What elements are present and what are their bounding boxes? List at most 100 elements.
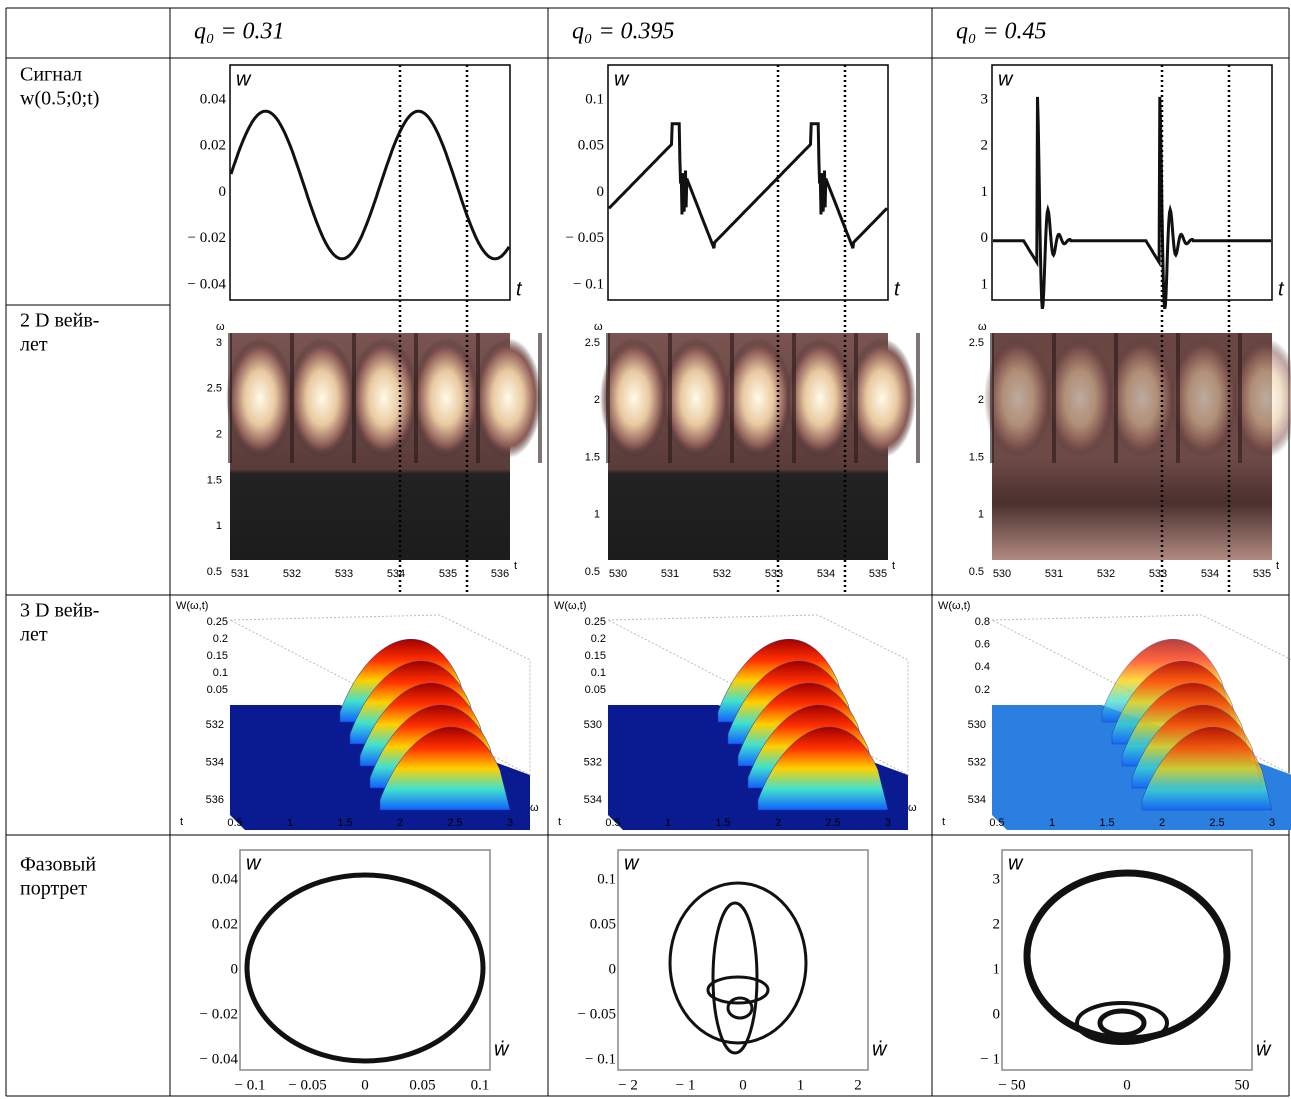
x-tick-label: 2.5	[447, 817, 462, 829]
axis-label: t	[558, 816, 561, 828]
x-tick-label: 531	[661, 568, 679, 580]
y-tick-label: 3	[981, 91, 989, 107]
axis-label: t	[892, 560, 895, 572]
y-tick-label: 1	[981, 276, 989, 292]
wavelet-blob	[1108, 338, 1176, 458]
y-tick-label: 0	[231, 961, 239, 977]
y-tick-label: 0.02	[200, 138, 226, 154]
axis-label: w	[1008, 852, 1024, 874]
x-tick-label: 2	[397, 817, 403, 829]
y-tick-label: 530	[968, 719, 986, 731]
y-tick-label: 1	[978, 509, 984, 521]
row-label: лет	[20, 624, 48, 646]
y-tick-label: 1.5	[207, 474, 222, 486]
y-tick-label: 0	[219, 184, 227, 200]
y-tick-label: 2	[981, 138, 989, 154]
x-tick-label: 2.5	[825, 817, 840, 829]
column-header: q₀ = 0.395	[572, 19, 675, 45]
axis-label: ω	[908, 802, 917, 814]
axis-label: t	[942, 816, 945, 828]
y-tick-label: 0.8	[975, 616, 990, 628]
row-label: w(0.5;0;t)	[20, 88, 99, 110]
x-tick-label: 2	[1159, 817, 1165, 829]
x-tick-label: 532	[713, 568, 731, 580]
row-label: Фазовый	[20, 854, 96, 876]
row-label: 2 D вейв-	[20, 310, 99, 332]
x-tick-label: 3	[1269, 817, 1275, 829]
x-tick-label: 3	[885, 817, 891, 829]
phase-plot-frame	[240, 850, 490, 1070]
x-tick-label: − 0.1	[235, 1077, 266, 1093]
y-tick-label: 1.5	[969, 451, 984, 463]
y-tick-label: 532	[584, 756, 602, 768]
y-tick-label: 530	[584, 719, 602, 731]
x-tick-label: 536	[491, 568, 509, 580]
x-tick-label: 531	[1045, 568, 1063, 580]
x-tick-label: 1.5	[337, 817, 352, 829]
y-tick-label: 534	[584, 794, 602, 806]
y-tick-label: 2	[978, 394, 984, 406]
y-tick-label: 532	[968, 756, 986, 768]
column-header: q₀ = 0.31	[194, 19, 285, 45]
y-tick-label: 2.5	[969, 337, 984, 349]
x-tick-label: 1	[287, 817, 293, 829]
x-tick-label: 1	[797, 1077, 805, 1093]
x-tick-label: 1.5	[715, 817, 730, 829]
x-tick-label: 3	[507, 817, 513, 829]
y-tick-label: − 0.1	[573, 276, 604, 292]
y-tick-label: 1	[216, 520, 222, 532]
x-tick-label: 535	[439, 568, 457, 580]
y-tick-label: 0.1	[585, 91, 604, 107]
wavelet-blob	[600, 338, 668, 458]
y-tick-label: 0	[609, 961, 617, 977]
axis-label: t	[516, 278, 523, 300]
x-tick-label: 0.05	[409, 1077, 435, 1093]
column-header: q₀ = 0.45	[956, 19, 1047, 45]
x-tick-label: 530	[993, 568, 1011, 580]
x-tick-label: 532	[283, 568, 301, 580]
x-tick-label: − 2	[618, 1077, 638, 1093]
x-tick-label: 530	[609, 568, 627, 580]
y-tick-label: 0.05	[207, 684, 228, 696]
x-tick-label: 1	[1049, 817, 1055, 829]
x-tick-label: 534	[387, 568, 405, 580]
y-tick-label: − 0.04	[200, 1051, 239, 1067]
y-tick-label: 0	[993, 1006, 1001, 1022]
x-tick-label: 0.5	[227, 817, 242, 829]
x-tick-label: 533	[765, 568, 783, 580]
x-tick-label: 535	[869, 568, 887, 580]
row-label: Сигнал	[20, 64, 82, 86]
y-tick-label: − 0.05	[566, 230, 604, 246]
y-tick-label: 0.1	[591, 667, 606, 679]
y-tick-label: − 0.04	[188, 276, 227, 292]
y-tick-label: 0.6	[975, 639, 990, 651]
y-tick-label: 2.5	[207, 383, 222, 395]
axis-label: t	[894, 278, 901, 300]
y-tick-label: 0.5	[207, 566, 222, 578]
y-tick-label: 0	[597, 184, 605, 200]
x-tick-label: − 0.05	[288, 1077, 326, 1093]
y-tick-label: 0.2	[975, 684, 990, 696]
y-tick-label: 3	[216, 337, 222, 349]
x-tick-label: 534	[817, 568, 835, 580]
y-tick-label: 0.05	[590, 916, 616, 932]
axis-label: t	[514, 560, 517, 572]
y-tick-label: 0.4	[975, 661, 990, 673]
y-tick-label: 3	[993, 871, 1001, 887]
signal-curve	[993, 97, 1271, 309]
y-tick-label: 2.5	[585, 337, 600, 349]
axis-label: ω	[594, 321, 603, 333]
y-tick-label: − 0.02	[188, 230, 226, 246]
y-tick-label: 0.05	[585, 684, 606, 696]
wavelet-blob	[350, 338, 418, 458]
y-tick-label: 0.05	[578, 138, 604, 154]
x-tick-label: 0	[739, 1077, 747, 1093]
y-tick-label: 0.02	[212, 916, 238, 932]
y-tick-label: 0.1	[213, 667, 228, 679]
row-label: портрет	[20, 878, 87, 900]
y-tick-label: 2	[216, 429, 222, 441]
x-tick-label: − 1	[676, 1077, 696, 1093]
axis-label: t	[1276, 560, 1279, 572]
axis-label: ẇ	[872, 1038, 888, 1060]
x-tick-label: 2	[775, 817, 781, 829]
